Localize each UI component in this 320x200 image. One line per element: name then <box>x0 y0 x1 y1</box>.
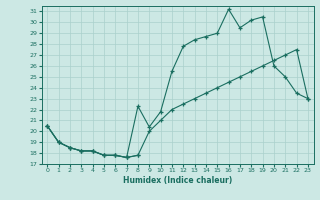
X-axis label: Humidex (Indice chaleur): Humidex (Indice chaleur) <box>123 176 232 185</box>
